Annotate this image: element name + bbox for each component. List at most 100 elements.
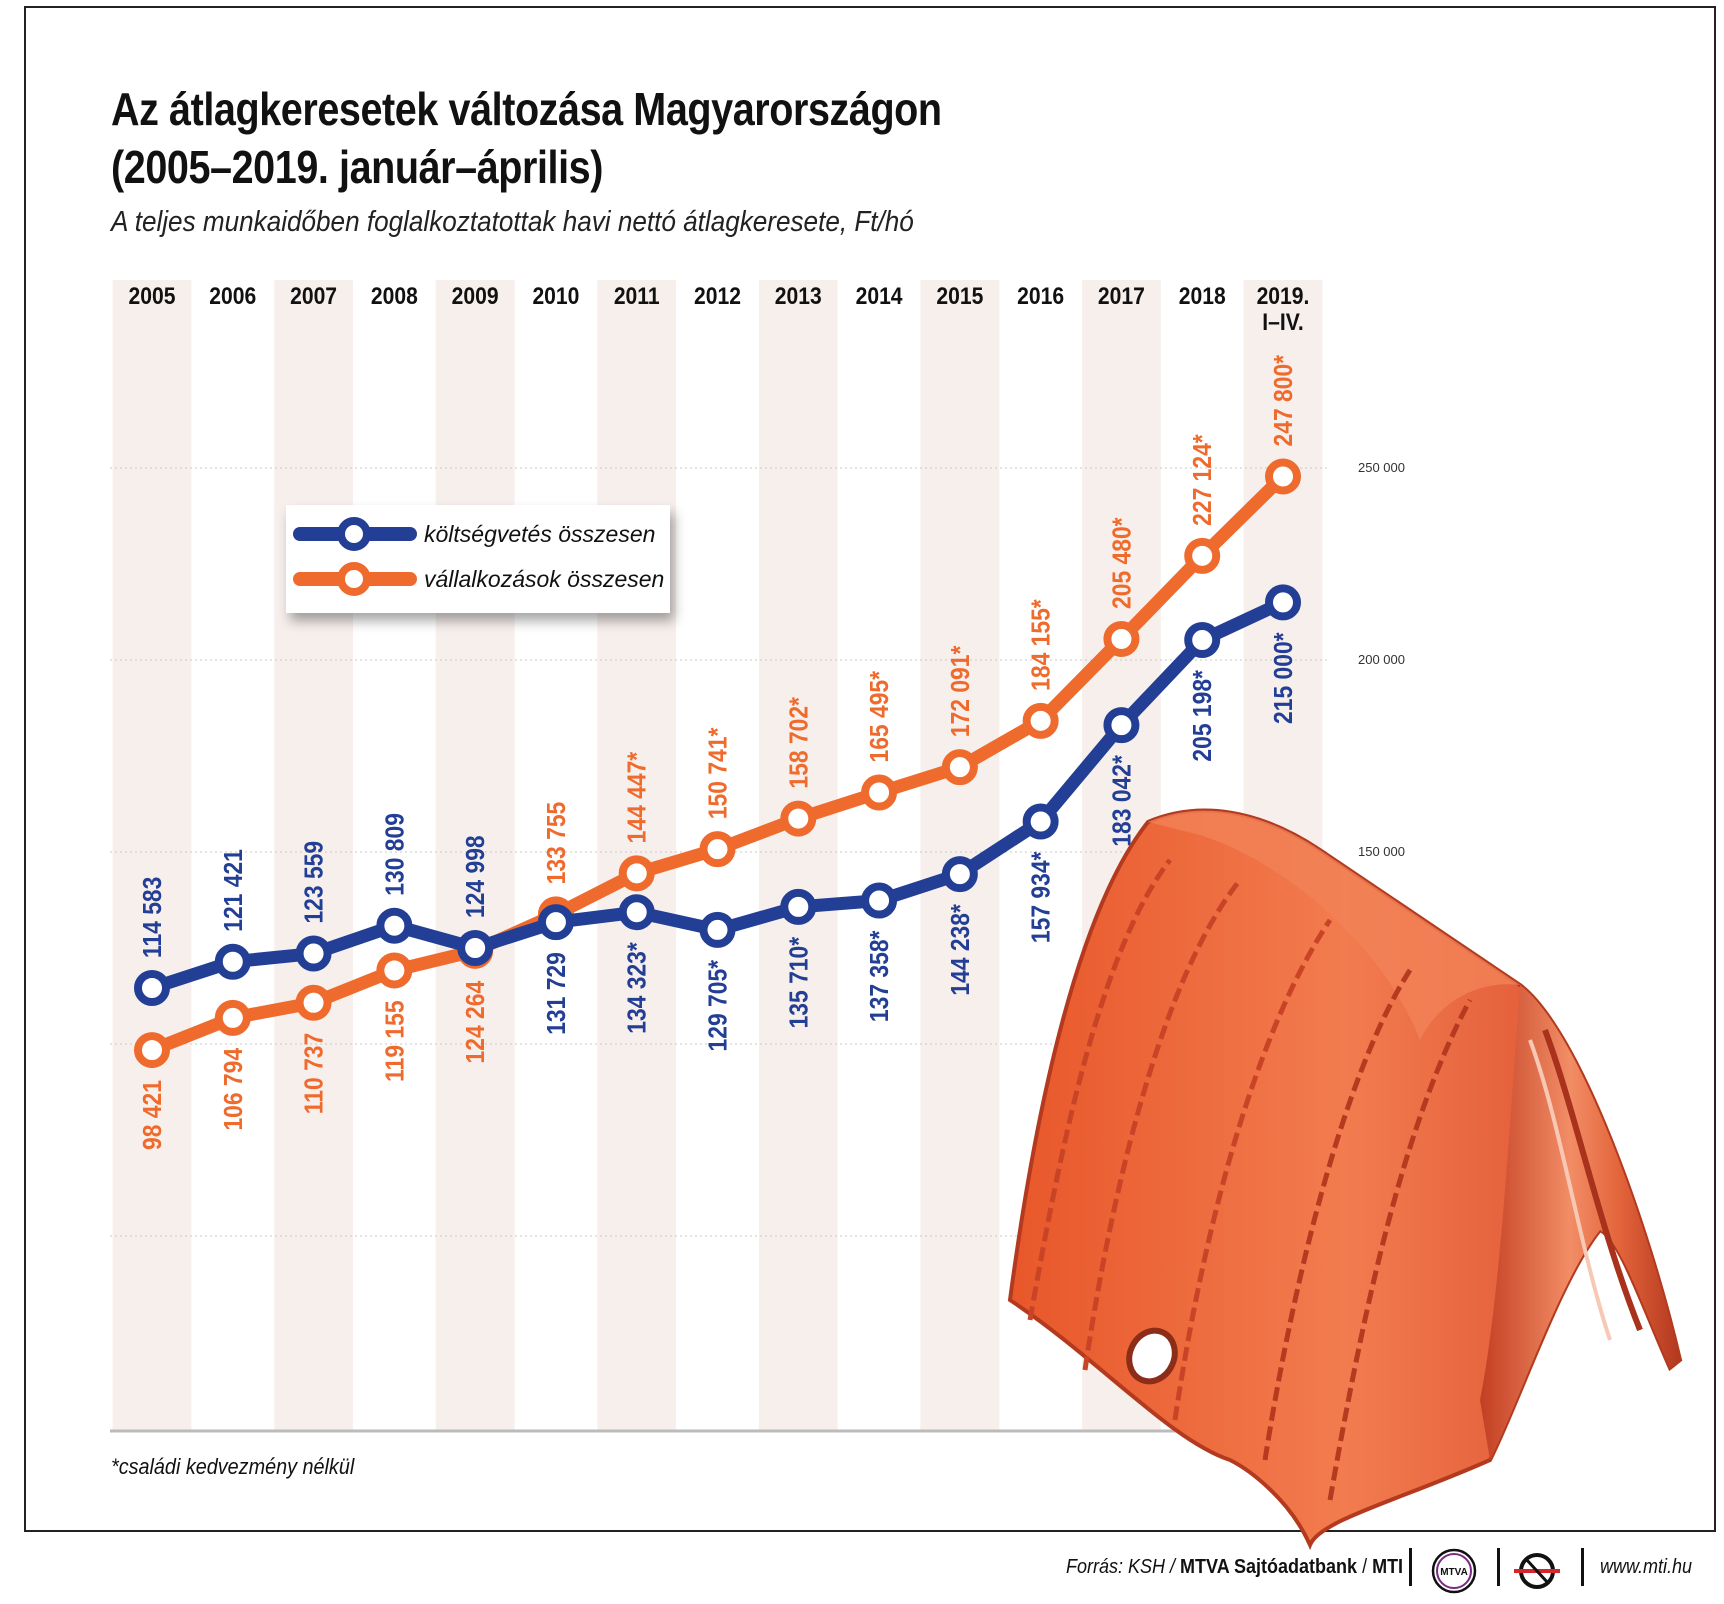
year-label: 2005 [129, 283, 176, 310]
year-label: 2009 [452, 283, 499, 310]
data-point [376, 907, 413, 944]
year-label: 2017 [1098, 283, 1145, 310]
year-label-line: 2019. [1257, 283, 1310, 310]
data-point [618, 894, 655, 931]
data-point [214, 943, 251, 980]
source-bold2: MTI [1372, 1556, 1404, 1578]
data-label: 119 155 [381, 1000, 410, 1081]
data-label: 98 421 [139, 1080, 168, 1150]
data-point [1103, 620, 1140, 657]
data-point [941, 856, 978, 893]
source-bold: MTVA Sajtóadatbank [1180, 1556, 1358, 1578]
data-label: 205 480* [1108, 517, 1137, 609]
year-label-line: 2010 [532, 283, 579, 310]
mtva-logo-text: MTVA [1440, 1567, 1468, 1578]
year-label-line: 2007 [290, 283, 337, 310]
data-label: 135 710* [785, 936, 814, 1028]
source-sep: / [1357, 1556, 1373, 1578]
year-label-line: 2016 [1017, 283, 1064, 310]
year-label-line: 2014 [856, 283, 903, 310]
divider [1497, 1548, 1500, 1586]
data-point [699, 911, 736, 948]
year-band [435, 280, 515, 1431]
data-label: 215 000* [1270, 632, 1299, 724]
source-line: Forrás: KSH / MTVA Sajtóadatbank / MTI [1066, 1556, 1403, 1579]
data-label: 172 091* [947, 645, 976, 737]
data-label: 205 198* [1189, 670, 1218, 762]
year-label: 2013 [775, 283, 822, 310]
data-label: 133 755 [543, 802, 572, 885]
data-point [618, 855, 655, 892]
data-point [780, 800, 817, 837]
legend: költségvetés összesen vállalkozások össz… [286, 505, 670, 613]
y-tick-label: 250 000 [1358, 460, 1405, 475]
chart-title: Az átlagkeresetek változása Magyarország… [111, 80, 942, 196]
legend-marker-orange [337, 562, 371, 596]
data-point [861, 882, 898, 919]
year-labels: 2005 2006 2007 2008 2009 2010 2011 2012 2013 2014… [129, 283, 1310, 336]
data-point [295, 935, 332, 972]
data-point [1022, 702, 1059, 739]
chart-subtitle: A teljes munkaidőben foglalkoztatottak h… [111, 206, 914, 238]
wallet-illustration [1007, 808, 1683, 1551]
legend-label-koltsegvetes: költségvetés összesen [424, 521, 655, 547]
mtva-logo: MTVA [1431, 1548, 1477, 1594]
year-label-line: 2012 [694, 283, 741, 310]
data-point [457, 930, 494, 967]
website-link[interactable]: www.mti.hu [1600, 1556, 1693, 1578]
year-bands [112, 280, 1323, 1431]
year-band [758, 280, 838, 1431]
data-point [861, 774, 898, 811]
data-label: 110 737 [300, 1033, 329, 1114]
data-point [134, 1032, 170, 1069]
data-point [1265, 458, 1301, 495]
data-point [1184, 622, 1221, 659]
data-label: 130 809 [381, 813, 410, 896]
data-point [537, 904, 574, 941]
data-point [1022, 803, 1059, 840]
year-label: 2016 [1017, 283, 1064, 310]
data-label: 106 794 [219, 1048, 248, 1131]
data-point [699, 831, 736, 868]
mti-logo [1514, 1553, 1560, 1589]
data-label: 114 583 [139, 877, 168, 958]
legend-marker-blue [337, 517, 371, 551]
y-tick-labels: 150 000 200 000 250 000 [1358, 460, 1405, 859]
year-label-line: 2018 [1179, 283, 1226, 310]
data-point [134, 970, 170, 1007]
year-label: 2008 [371, 283, 418, 310]
data-point [941, 749, 978, 786]
year-label: 2015 [936, 283, 983, 310]
data-label: 157 934* [1027, 851, 1056, 943]
year-band [112, 280, 192, 1431]
year-label-line: 2015 [936, 283, 983, 310]
data-label: 165 495* [866, 671, 895, 763]
data-label: 124 264 [462, 980, 491, 1063]
divider [1409, 1548, 1412, 1586]
data-label: 137 358* [866, 930, 895, 1022]
data-point [295, 984, 332, 1021]
data-label: 121 421 [219, 849, 248, 932]
year-label-line: 2013 [775, 283, 822, 310]
year-label-line: I–IV. [1262, 309, 1303, 336]
y-tick-label: 200 000 [1358, 652, 1405, 667]
year-label: 2007 [290, 283, 337, 310]
year-label: 2012 [694, 283, 741, 310]
divider [1581, 1548, 1584, 1586]
data-label: 158 702* [785, 697, 814, 789]
year-label: 2018 [1179, 283, 1226, 310]
data-point [376, 952, 413, 989]
year-label-line: 2008 [371, 283, 418, 310]
data-label: 247 800* [1270, 354, 1299, 446]
data-point [1265, 584, 1301, 621]
data-label: 134 323* [623, 942, 652, 1034]
title-line-1: Az átlagkeresetek változása Magyarország… [111, 83, 942, 135]
data-label: 129 705* [704, 959, 733, 1051]
data-point [1103, 707, 1140, 744]
series-lines [134, 458, 1301, 1069]
data-label: 183 042* [1108, 755, 1137, 847]
year-label: 2011 [614, 283, 660, 310]
year-label: 2006 [209, 283, 256, 310]
data-labels: 114 583 121 421 123 559 130 809 124 998 131 7… [139, 354, 1299, 1150]
